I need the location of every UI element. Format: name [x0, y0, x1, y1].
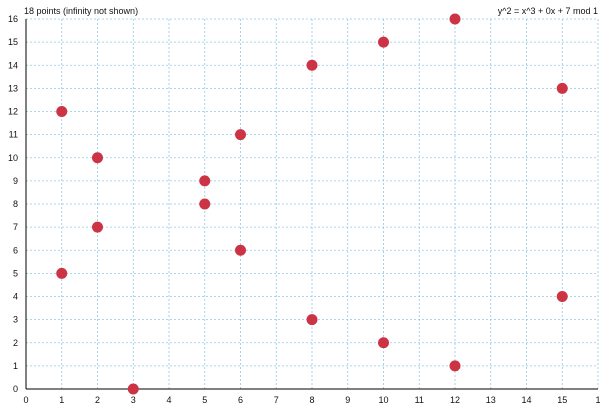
data-point	[235, 244, 246, 256]
y-tick-label: 10	[8, 153, 18, 163]
y-tick-label: 14	[8, 60, 18, 70]
x-tick-label: 6	[238, 395, 243, 405]
y-tick-label: 15	[8, 37, 18, 47]
data-point	[449, 13, 461, 25]
y-tick-label: 6	[13, 245, 18, 255]
x-tick-label: 12	[450, 395, 460, 405]
x-tick-label: 10	[378, 395, 388, 405]
x-tick-label: 3	[131, 395, 136, 405]
data-point	[199, 175, 211, 187]
data-point	[127, 383, 139, 395]
chart-title: 18 points (infinity not shown)	[24, 6, 138, 16]
x-tick-label: 7	[274, 395, 279, 405]
grid	[25, 18, 599, 390]
x-tick-label: 8	[309, 395, 314, 405]
x-tick-label: 13	[486, 395, 496, 405]
data-point	[556, 291, 568, 302]
y-tick-label: 9	[13, 176, 18, 186]
data-point	[378, 36, 389, 48]
y-tick-label: 11	[9, 130, 18, 140]
chart-subtitle: y^2 = x^3 + 0x + 7 mod 1	[498, 6, 598, 16]
y-tick-label: 12	[8, 107, 18, 117]
data-points	[56, 13, 568, 395]
x-tick-label: 15	[557, 395, 567, 405]
y-tick-label: 4	[13, 292, 18, 302]
data-point	[56, 106, 68, 117]
x-tick-label: 0	[23, 395, 28, 405]
axes	[25, 19, 598, 390]
data-point	[378, 337, 389, 349]
y-tick-label: 8	[13, 199, 18, 209]
data-point	[235, 129, 246, 141]
x-tick-label: 14	[521, 395, 531, 405]
x-tick-label: 4	[166, 395, 171, 405]
x-tick-label: 1	[59, 395, 64, 405]
data-point	[92, 152, 103, 164]
y-tick-label: 13	[8, 83, 18, 93]
x-tick-label: 9	[345, 395, 350, 405]
y-tick-label: 7	[13, 222, 18, 232]
data-point	[306, 314, 318, 326]
data-point	[56, 267, 68, 279]
x-tick-label: 1	[595, 395, 600, 405]
data-point	[556, 82, 568, 94]
y-tick-label: 5	[13, 268, 18, 278]
y-tick-label: 0	[13, 384, 18, 394]
x-tick-labels: 0 1 2 3 4 5 6 7 8 9 10 11 12 13 14 15 1	[23, 395, 600, 405]
y-tick-label: 1	[13, 361, 18, 371]
data-point	[306, 59, 318, 71]
y-tick-label: 16	[8, 14, 18, 24]
data-point	[449, 360, 461, 372]
x-tick-label: 5	[202, 395, 207, 405]
y-tick-label: 3	[13, 315, 18, 325]
x-tick-label: 2	[95, 395, 100, 405]
data-point	[199, 198, 211, 210]
y-tick-label: 2	[13, 338, 18, 348]
data-point	[92, 221, 103, 233]
x-tick-label: 11	[415, 395, 424, 405]
